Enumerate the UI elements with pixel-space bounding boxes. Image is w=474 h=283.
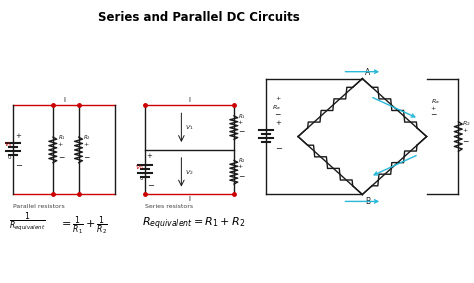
Text: −: − bbox=[58, 153, 64, 162]
Text: +: + bbox=[462, 128, 467, 133]
Text: $R_2$: $R_2$ bbox=[462, 119, 471, 128]
Text: I: I bbox=[188, 97, 190, 103]
Text: $R_a$: $R_a$ bbox=[272, 103, 280, 112]
Text: −: − bbox=[238, 128, 244, 137]
Text: $R_1$: $R_1$ bbox=[238, 112, 246, 121]
Text: 0: 0 bbox=[8, 155, 11, 160]
Text: I: I bbox=[63, 97, 65, 103]
Text: $R_1$: $R_1$ bbox=[58, 134, 66, 142]
Text: +: + bbox=[430, 106, 436, 111]
Text: +: + bbox=[147, 153, 153, 159]
Text: +: + bbox=[238, 164, 243, 169]
Text: $V_1$: $V_1$ bbox=[185, 123, 194, 132]
Text: $=\frac{1}{R_1}+\frac{1}{R_2}$: $=\frac{1}{R_1}+\frac{1}{R_2}$ bbox=[59, 214, 108, 237]
Text: A: A bbox=[365, 68, 371, 77]
Text: $V_0$: $V_0$ bbox=[135, 163, 144, 172]
Text: −: − bbox=[275, 144, 283, 153]
Text: Series resistors: Series resistors bbox=[145, 204, 193, 209]
Text: I: I bbox=[188, 196, 190, 202]
Text: −: − bbox=[462, 138, 469, 147]
Text: −: − bbox=[238, 172, 244, 181]
Text: Series and Parallel DC Circuits: Series and Parallel DC Circuits bbox=[98, 11, 300, 24]
Text: −: − bbox=[83, 153, 90, 162]
Text: −: − bbox=[147, 181, 154, 190]
Text: +: + bbox=[15, 133, 21, 139]
Text: B: B bbox=[365, 198, 370, 206]
Text: −: − bbox=[274, 110, 280, 119]
Text: $V_2$: $V_2$ bbox=[185, 168, 194, 177]
Text: $V_s$: $V_s$ bbox=[4, 141, 12, 149]
Text: −: − bbox=[430, 110, 437, 119]
Text: +: + bbox=[275, 120, 281, 126]
Text: $R_a$: $R_a$ bbox=[430, 97, 439, 106]
Text: $R_{equivalent}=R_1+R_2$: $R_{equivalent}=R_1+R_2$ bbox=[142, 215, 245, 232]
Text: +: + bbox=[275, 96, 280, 101]
Text: $\frac{1}{R_{equivalent}}$: $\frac{1}{R_{equivalent}}$ bbox=[9, 210, 46, 234]
Text: $R_2$: $R_2$ bbox=[238, 156, 246, 165]
Text: +: + bbox=[83, 142, 89, 147]
Text: −: − bbox=[15, 161, 22, 170]
Text: $R_2$: $R_2$ bbox=[83, 134, 91, 142]
Text: +: + bbox=[238, 120, 243, 125]
Text: +: + bbox=[58, 142, 63, 147]
Text: 0: 0 bbox=[139, 176, 143, 181]
Text: Parallel resistors: Parallel resistors bbox=[13, 204, 65, 209]
